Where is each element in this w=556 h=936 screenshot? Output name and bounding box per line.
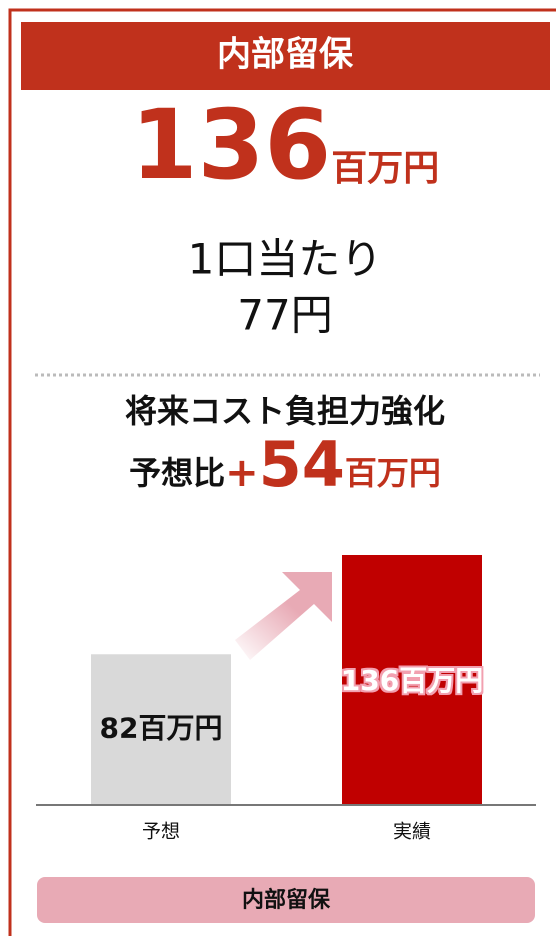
footer-button — [37, 877, 535, 923]
per-unit-value: 77円 — [237, 291, 332, 340]
frame — [8, 8, 556, 936]
comparison: 予想比+54百万円 — [129, 428, 441, 501]
trend-arrow — [235, 572, 332, 660]
bar — [342, 555, 482, 805]
header-bar — [21, 22, 550, 90]
headline-unit: 百万円 — [331, 148, 439, 189]
x-tick-label: 予想 — [142, 821, 180, 843]
comparison-sign: + — [225, 450, 259, 496]
bar — [91, 654, 231, 805]
bar-value-label: 136百万円 — [341, 664, 483, 697]
x-tick-label: 実績 — [393, 821, 431, 843]
bar-value-label: 82百万円 — [100, 711, 223, 744]
headline: 136百万円 — [131, 89, 439, 201]
per-unit-label: 1口当たり — [188, 235, 383, 284]
headline-value: 136 — [131, 89, 331, 201]
comparison-label: 予想比 — [129, 454, 225, 492]
header-title: 内部留保 — [217, 35, 354, 75]
comparison-unit: 百万円 — [345, 454, 441, 492]
footer-label: 内部留保 — [242, 887, 331, 913]
comparison-value: 54 — [259, 428, 345, 501]
subheading: 将来コスト負担力強化 — [125, 392, 445, 430]
